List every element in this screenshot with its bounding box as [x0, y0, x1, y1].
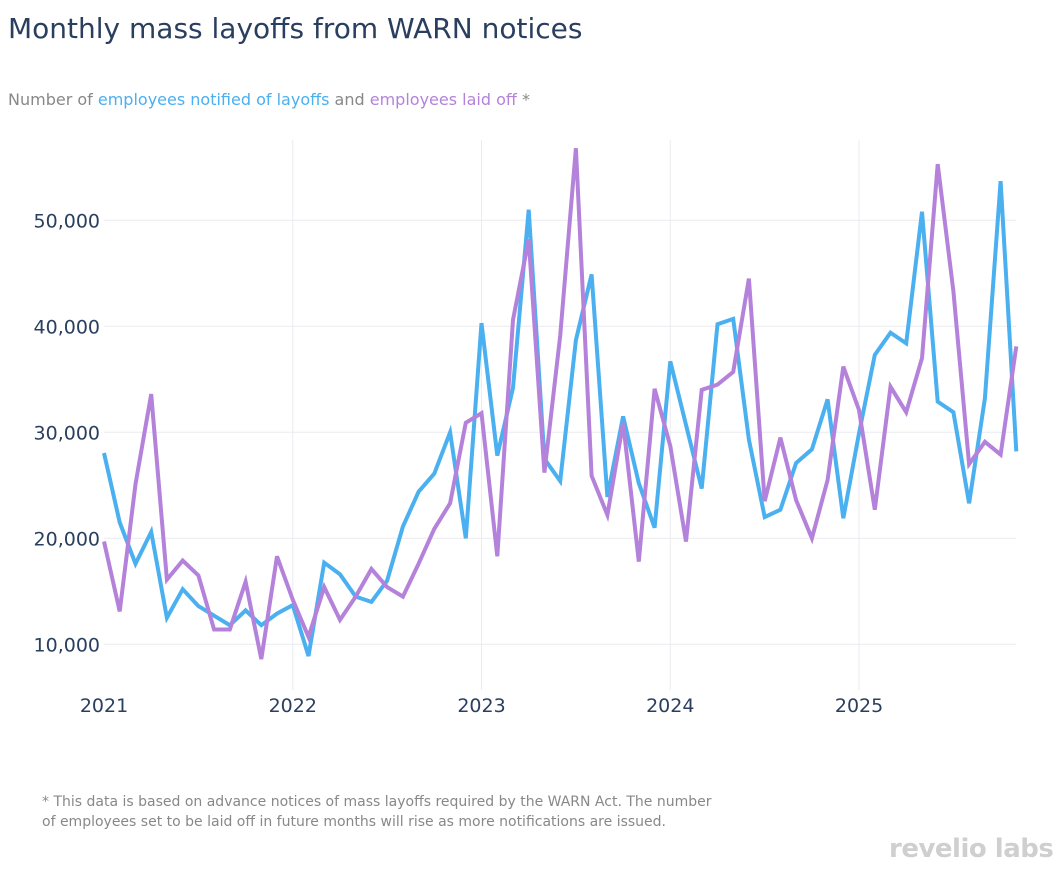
footnote-line-2: of employees set to be laid off in futur… — [42, 814, 666, 830]
logo-text-left: revel — [889, 834, 961, 864]
logo-text-right: labs — [986, 834, 1054, 864]
subtitle-series-laid-off: employees laid off — [369, 90, 517, 109]
series-line-notified — [102, 180, 1019, 657]
x-axis-ticks: 2021 2022 2023 2024 2025 — [80, 695, 883, 717]
subtitle-prefix: Number of — [8, 90, 98, 109]
x-tick-label: 2025 — [835, 695, 883, 717]
y-tick-label: 40,000 — [34, 316, 100, 338]
revelio-labs-logo: revelio labs — [889, 834, 1054, 864]
y-tick-label: 30,000 — [34, 422, 100, 444]
y-tick-label: 50,000 — [34, 210, 100, 232]
grid-lines — [104, 140, 1016, 690]
chart-subtitle: Number of employees notified of layoffs … — [8, 90, 530, 109]
series-line-laid-off — [102, 148, 1019, 660]
x-tick-label: 2023 — [457, 695, 505, 717]
logo-text-mid: io — [960, 834, 987, 864]
series-lines — [102, 148, 1019, 660]
footnote: * This data is based on advance notices … — [42, 792, 802, 832]
footnote-line-1: * This data is based on advance notices … — [42, 794, 712, 810]
y-tick-label: 20,000 — [34, 528, 100, 550]
y-axis-ticks: 10,000 20,000 30,000 40,000 50,000 — [34, 210, 100, 656]
y-tick-label: 10,000 — [34, 634, 100, 656]
subtitle-suffix: * — [516, 90, 530, 109]
chart-title: Monthly mass layoffs from WARN notices — [8, 12, 583, 45]
x-tick-label: 2022 — [269, 695, 317, 717]
x-tick-label: 2024 — [646, 695, 694, 717]
subtitle-series-notified: employees notified of layoffs — [97, 90, 330, 109]
subtitle-mid: and — [329, 90, 370, 109]
x-tick-label: 2021 — [80, 695, 128, 717]
